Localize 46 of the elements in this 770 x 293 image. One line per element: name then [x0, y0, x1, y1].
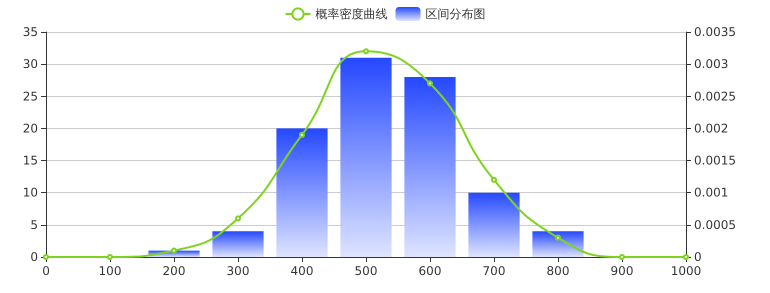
point	[43, 254, 49, 260]
bar	[532, 231, 584, 257]
point	[427, 80, 433, 86]
legend-label: 区间分布图	[426, 7, 486, 21]
y-tick-label: 25	[22, 89, 38, 104]
y-tick-label: 15	[22, 154, 38, 168]
bar	[468, 192, 520, 257]
point	[491, 176, 497, 183]
x-tick-label: 300	[226, 264, 250, 278]
y2-tick-label: 0.003	[694, 57, 728, 72]
point	[235, 215, 241, 222]
x-tick-label: 900	[610, 264, 634, 278]
x-tick-label: 400	[290, 264, 314, 278]
y-tick-label: 20	[22, 121, 38, 136]
y-tick-label: 0	[30, 250, 38, 264]
x-tick-label: 100	[98, 264, 122, 278]
x-tick-label: 800	[546, 264, 570, 278]
y2-tick-label: 0.001	[694, 186, 728, 200]
x-tick-label: 700	[482, 264, 506, 278]
bar	[276, 128, 328, 257]
y2-tick-label: 0	[694, 250, 702, 264]
bar	[212, 231, 264, 257]
y2-tick-label: 0.0025	[694, 89, 736, 104]
point	[107, 254, 113, 260]
x-tick-label: 200	[162, 264, 186, 278]
y-tick-label: 10	[22, 186, 38, 200]
point	[363, 48, 369, 54]
y-tick-label: 35	[22, 25, 38, 39]
x-tick-label: 0	[42, 264, 50, 278]
y-tick-label: 5	[30, 218, 38, 232]
y2-tick-label: 0.0015	[694, 154, 736, 168]
y2-tick-label: 0.002	[694, 121, 728, 136]
y-tick-label: 30	[22, 57, 38, 72]
bar	[404, 77, 456, 257]
x-tick-label: 1000	[670, 264, 702, 278]
point	[683, 254, 689, 260]
bar	[340, 58, 392, 257]
point	[299, 132, 305, 138]
x-tick-label: 500	[354, 264, 378, 278]
y2-tick-label: 0.0005	[694, 218, 736, 232]
x-tick-label: 600	[418, 264, 442, 278]
point	[171, 248, 177, 254]
legend-label: 概率密度曲线	[316, 7, 388, 21]
y2-tick-label: 0.0035	[694, 25, 736, 39]
point	[555, 234, 561, 241]
point	[619, 254, 625, 260]
